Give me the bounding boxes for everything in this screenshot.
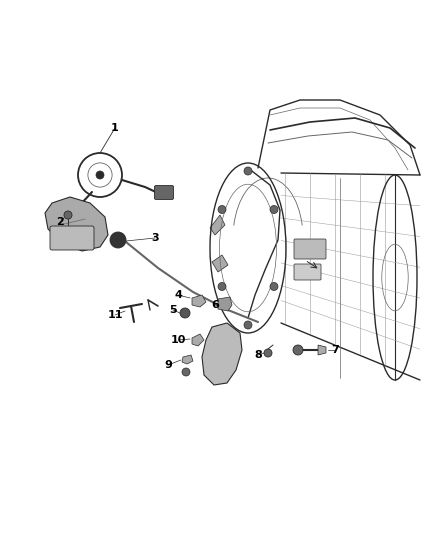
Polygon shape <box>218 297 232 311</box>
Circle shape <box>110 232 126 248</box>
FancyBboxPatch shape <box>155 185 173 199</box>
Polygon shape <box>45 197 108 251</box>
Text: 2: 2 <box>56 217 64 227</box>
Text: 3: 3 <box>151 233 159 243</box>
Text: 10: 10 <box>170 335 186 345</box>
Text: 4: 4 <box>174 290 182 300</box>
Polygon shape <box>210 215 225 235</box>
Polygon shape <box>318 345 326 355</box>
Text: 6: 6 <box>211 300 219 310</box>
Circle shape <box>182 368 190 376</box>
Circle shape <box>270 206 278 214</box>
Text: 5: 5 <box>169 305 177 315</box>
Circle shape <box>64 211 72 219</box>
FancyBboxPatch shape <box>294 239 326 259</box>
Text: 8: 8 <box>254 350 262 360</box>
Circle shape <box>270 282 278 290</box>
Polygon shape <box>182 355 193 364</box>
Circle shape <box>96 171 104 179</box>
Circle shape <box>264 349 272 357</box>
Polygon shape <box>202 323 242 385</box>
Polygon shape <box>192 334 204 346</box>
FancyBboxPatch shape <box>294 264 321 280</box>
Circle shape <box>218 282 226 290</box>
Circle shape <box>244 321 252 329</box>
Text: 7: 7 <box>331 345 339 355</box>
Polygon shape <box>212 255 228 272</box>
Polygon shape <box>192 295 206 307</box>
Circle shape <box>180 308 190 318</box>
Circle shape <box>244 167 252 175</box>
Circle shape <box>218 206 226 214</box>
Text: 9: 9 <box>164 360 172 370</box>
Text: 11: 11 <box>107 310 123 320</box>
FancyBboxPatch shape <box>50 226 94 250</box>
Text: 1: 1 <box>111 123 119 133</box>
Circle shape <box>293 345 303 355</box>
